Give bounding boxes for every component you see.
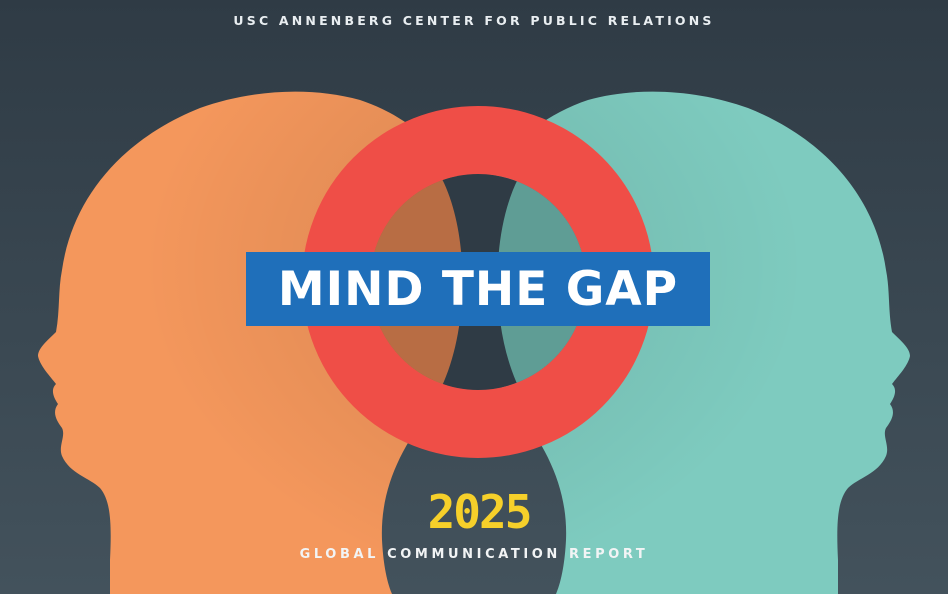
title-banner: MIND THE GAP [246, 252, 710, 326]
organization-name: USC ANNENBERG CENTER FOR PUBLIC RELATION… [233, 13, 715, 28]
cover-title: MIND THE GAP [277, 261, 679, 317]
report-subtitle: GLOBAL COMMUNICATION REPORT [299, 547, 649, 562]
report-year: 2025 [427, 485, 533, 539]
